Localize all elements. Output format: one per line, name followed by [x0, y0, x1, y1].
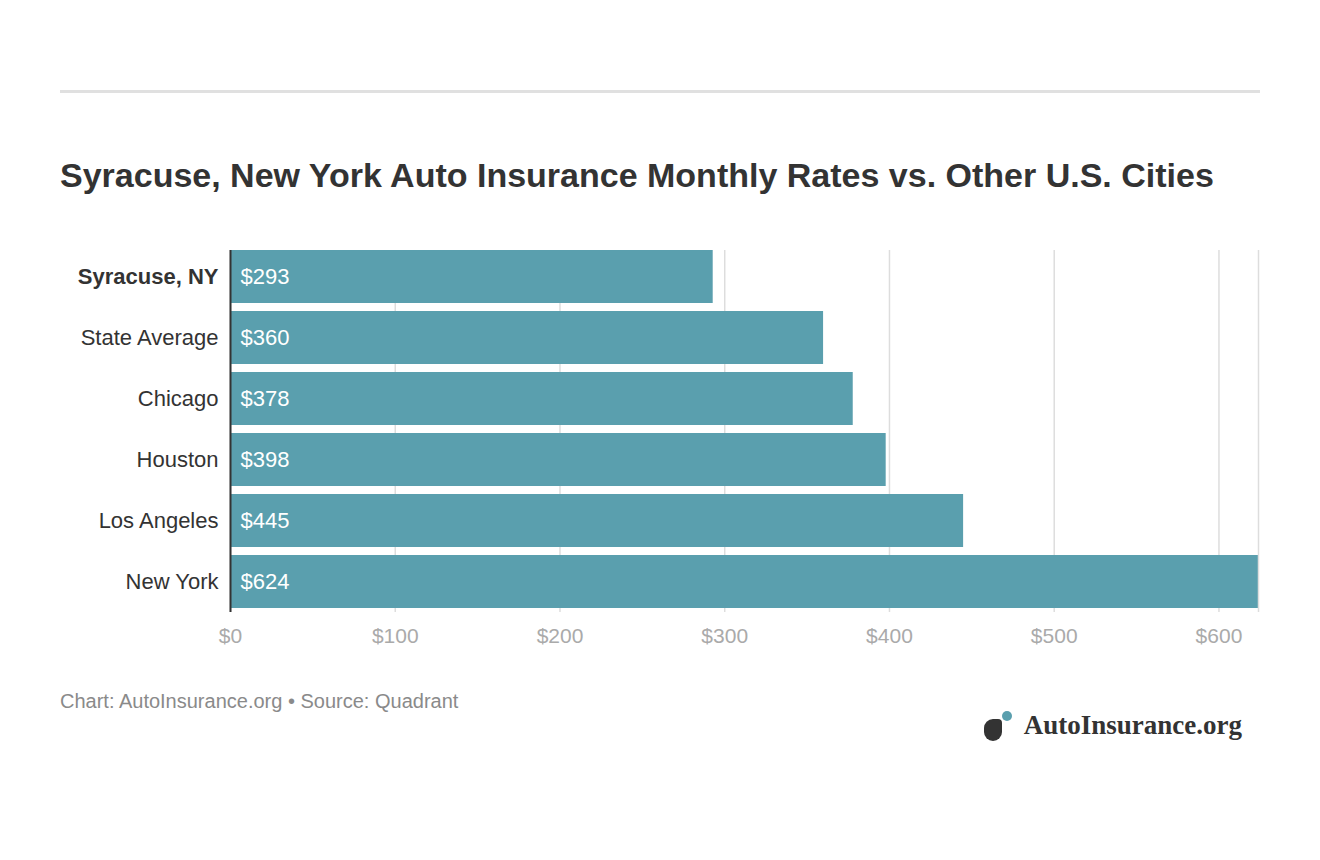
svg-text:$293: $293 [241, 264, 290, 289]
svg-text:$300: $300 [701, 624, 748, 647]
svg-text:$378: $378 [241, 386, 290, 411]
svg-text:Syracuse, NY: Syracuse, NY [78, 264, 219, 289]
svg-text:Chicago: Chicago [138, 386, 219, 411]
html-text:Syracuse, New York Auto Insura: Syracuse, New York Auto Insurance Monthl… [60, 156, 1214, 194]
svg-text:$100: $100 [372, 624, 419, 647]
svg-text:$0: $0 [219, 624, 242, 647]
html-text:Chart: AutoInsurance.org • Sou: Chart: AutoInsurance.org • Source: Quadr… [60, 690, 459, 712]
svg-text:Houston: Houston [137, 447, 219, 472]
svg-text:$360: $360 [241, 325, 290, 350]
svg-text:$398: $398 [241, 447, 290, 472]
svg-text:$600: $600 [1196, 624, 1243, 647]
svg-text:$400: $400 [866, 624, 913, 647]
svg-text:$445: $445 [241, 508, 290, 533]
svg-text:New York: New York [126, 569, 220, 594]
svg-text:$200: $200 [537, 624, 584, 647]
svg-text:$500: $500 [1031, 624, 1078, 647]
html-text:AutoInsurance.org: AutoInsurance.org [1023, 710, 1242, 740]
svg-text:$624: $624 [241, 569, 290, 594]
svg-text:Los Angeles: Los Angeles [99, 508, 219, 533]
svg-text:State Average: State Average [81, 325, 219, 350]
